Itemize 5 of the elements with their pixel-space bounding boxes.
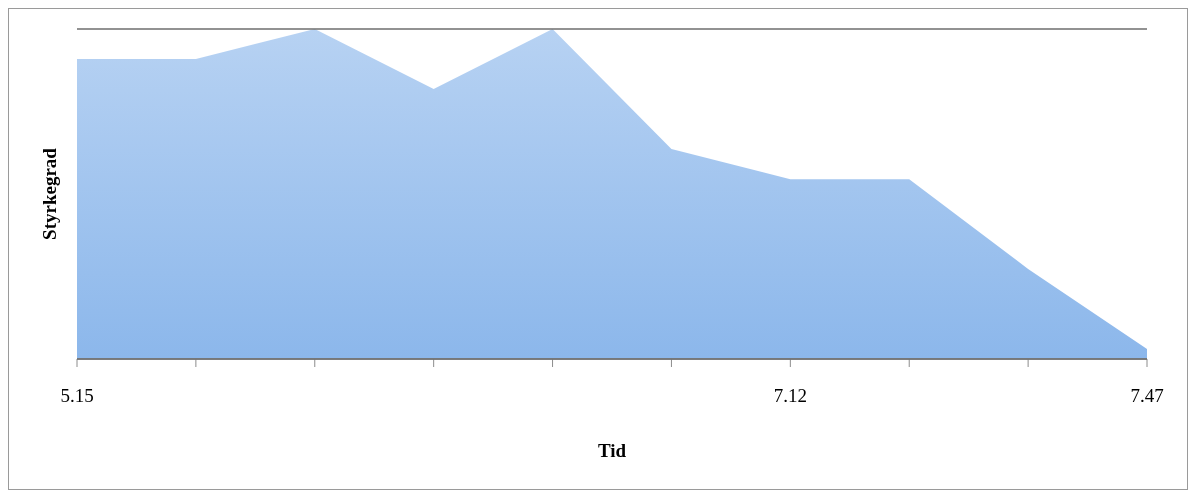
x-tick-label: 7.12 [773,385,807,407]
x-axis-title: Tid [597,440,627,461]
x-tick-label: 5.15 [60,385,94,407]
x-tick-label: 7.47 [1130,385,1164,407]
y-axis-title: Styrkegrad [38,147,60,240]
